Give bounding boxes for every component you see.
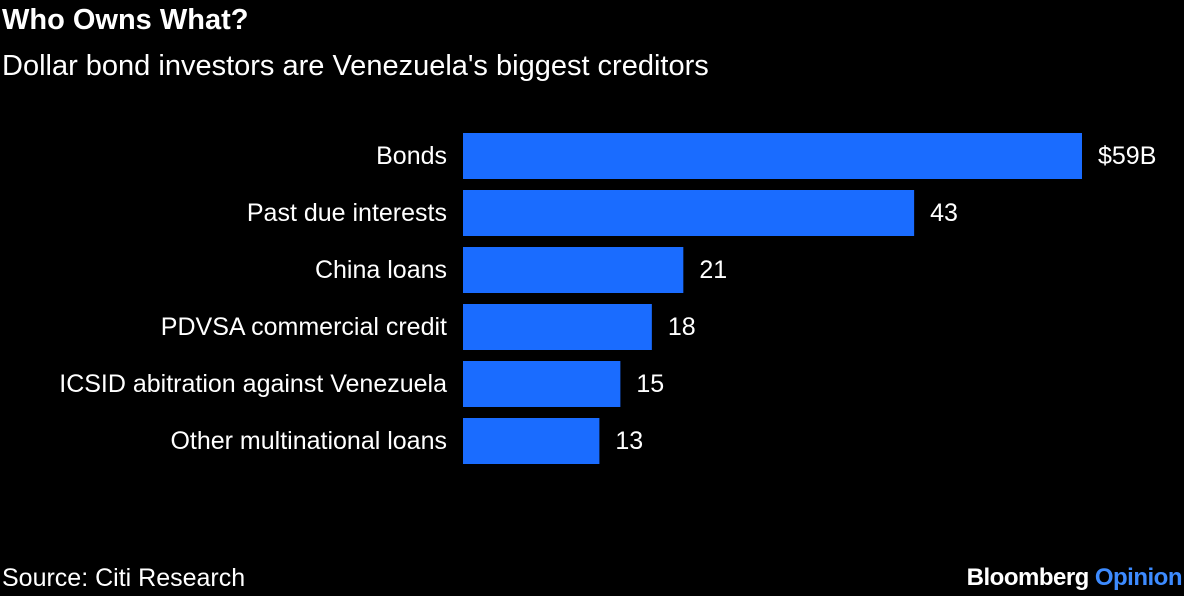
value-label: 18 [668, 313, 696, 341]
brand-section: Opinion [1094, 564, 1183, 591]
category-label: Past due interests [247, 199, 447, 227]
chart-title: Who Owns What? [2, 4, 249, 36]
chart-subtitle: Dollar bond investors are Venezuela's bi… [2, 50, 709, 82]
category-label: China loans [315, 256, 447, 284]
category-label: Other multinational loans [170, 427, 447, 455]
category-label: Bonds [376, 142, 447, 170]
value-label: 21 [699, 256, 727, 284]
source-note: Source: Citi Research [2, 564, 246, 592]
bar [463, 418, 600, 464]
value-label: 13 [615, 427, 643, 455]
bar [463, 133, 1082, 179]
brand-logo: Bloomberg Opinion [966, 562, 1183, 594]
category-label: PDVSA commercial credit [161, 313, 447, 341]
brand-name: Bloomberg [966, 564, 1090, 591]
category-label: ICSID abitration against Venezuela [59, 370, 447, 398]
bar [463, 304, 652, 350]
bar [463, 247, 684, 293]
bar-chart: Bonds $59B Past due interests 43 China loans… [59, 133, 1156, 464]
bar [463, 190, 915, 236]
value-label: $59B [1098, 142, 1156, 170]
value-label: 15 [636, 370, 664, 398]
bar [463, 361, 621, 407]
value-label: 43 [930, 199, 958, 227]
